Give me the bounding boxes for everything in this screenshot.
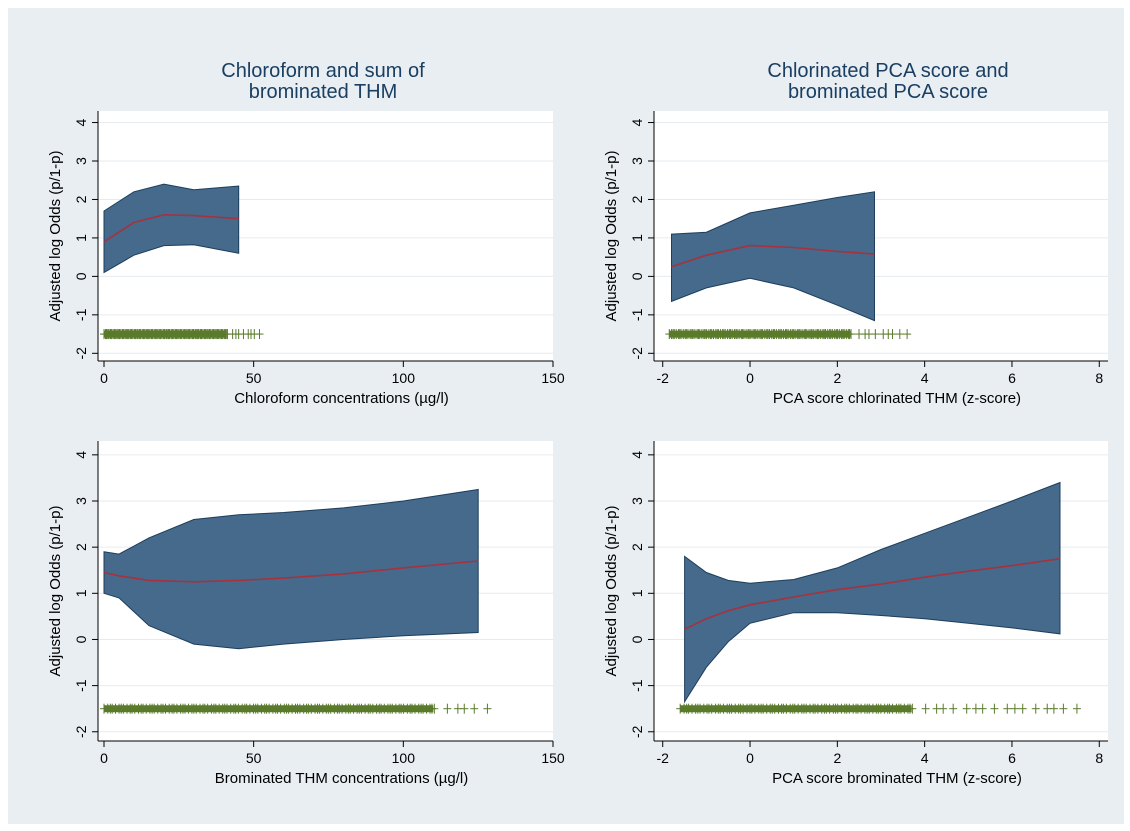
x-tick-label: 8: [1095, 370, 1103, 386]
y-tick-label: 3: [629, 497, 645, 505]
y-tick-label: 1: [73, 234, 89, 242]
x-tick-label: 50: [246, 750, 262, 766]
y-tick-label: -1: [73, 308, 89, 321]
confidence-band: [684, 481, 1061, 704]
x-tick-label: 6: [1008, 370, 1016, 386]
confidence-band: [103, 183, 240, 274]
y-tick-label: 3: [629, 157, 645, 165]
y-axis-title: Adjusted log Odds (p/1-p): [47, 151, 64, 322]
x-tick-label: 6: [1008, 750, 1016, 766]
y-tick-label: 1: [629, 589, 645, 597]
x-tick-label: 50: [246, 370, 262, 386]
y-tick-label: 3: [73, 497, 89, 505]
y-tick-label: 2: [629, 543, 645, 551]
y-tick-label: 3: [73, 157, 89, 165]
y-tick-label: 2: [73, 543, 89, 551]
y-tick-label: -2: [73, 347, 89, 360]
chart-panel-1: 0 50 100 150 -2 -1 0 1 2 3 4 Chloroform concentrati…: [47, 111, 565, 407]
x-axis-title: Chloroform concentrations (µg/l): [234, 390, 449, 407]
x-axis-title: Brominated THM concentrations (µg/l): [215, 770, 468, 787]
y-tick-label: 1: [629, 234, 645, 242]
chart-panel-2: -2 0 2 4 6 8 -2 -1 0 1 2 3 4 PCA score chlorinated TH…: [603, 111, 1108, 407]
y-tick-label: -2: [73, 725, 89, 738]
x-tick-label: 0: [746, 750, 754, 766]
chart-panel-4: -2 0 2 4 6 8 -2 -1 0 1 2 3 4 PCA score brominated THM…: [603, 441, 1108, 787]
fitted-line: [671, 244, 875, 268]
x-axis-title: PCA score chlorinated THM (z-score): [773, 390, 1021, 407]
x-tick-label: 2: [833, 750, 841, 766]
y-tick-label: 4: [629, 118, 645, 126]
y-tick-label: 1: [73, 589, 89, 597]
panel-title-chloroform: Chloroform and sum of brominated THM: [221, 60, 425, 103]
y-tick-label: -2: [629, 725, 645, 738]
y-tick-label: 0: [629, 635, 645, 643]
fitted-line: [684, 557, 1061, 631]
y-tick-label: 0: [629, 272, 645, 280]
y-tick-label: 0: [73, 635, 89, 643]
fitted-line: [103, 213, 239, 243]
fitted-line: [103, 560, 479, 583]
rug-plot: [665, 329, 912, 340]
y-tick-label: -1: [629, 308, 645, 321]
x-tick-label: -2: [657, 750, 670, 766]
rug-plot: [99, 703, 492, 714]
y-axis-title: Adjusted log Odds (p/1-p): [47, 506, 64, 677]
x-axis-title: PCA score brominated THM (z-score): [772, 770, 1022, 787]
chart-panel-3: 0 50 100 150 -2 -1 0 1 2 3 4 Brominated THM concent…: [47, 441, 565, 787]
x-tick-label: 8: [1095, 750, 1103, 766]
y-tick-label: 0: [73, 272, 89, 280]
x-tick-label: 100: [392, 750, 416, 766]
figure: 0 50 100 150 -2 -1 0 1 2 3 4 Chloroform concentrati…: [8, 8, 1124, 824]
x-tick-label: -2: [657, 370, 670, 386]
y-axis-title: Adjusted log Odds (p/1-p): [603, 151, 620, 322]
x-tick-label: 100: [392, 370, 416, 386]
x-tick-label: 150: [541, 370, 565, 386]
rug-plot: [676, 703, 1081, 714]
y-tick-label: -2: [629, 347, 645, 360]
x-tick-label: 0: [746, 370, 754, 386]
x-tick-label: 0: [100, 370, 108, 386]
y-tick-label: 2: [629, 195, 645, 203]
y-axis-title: Adjusted log Odds (p/1-p): [603, 506, 620, 677]
x-tick-label: 4: [921, 370, 929, 386]
y-tick-label: -1: [73, 679, 89, 692]
y-tick-label: 4: [73, 118, 89, 126]
confidence-band: [671, 191, 875, 322]
x-tick-label: 2: [833, 370, 841, 386]
x-tick-label: 0: [100, 750, 108, 766]
confidence-band: [103, 488, 479, 650]
x-tick-label: 150: [541, 750, 565, 766]
y-tick-label: 4: [73, 451, 89, 459]
y-tick-label: 2: [73, 195, 89, 203]
rug-plot: [99, 329, 264, 340]
y-tick-label: -1: [629, 679, 645, 692]
panel-title-pca: Chlorinated PCA score and brominated PCA…: [767, 60, 1009, 103]
y-tick-label: 4: [629, 451, 645, 459]
x-tick-label: 4: [921, 750, 929, 766]
